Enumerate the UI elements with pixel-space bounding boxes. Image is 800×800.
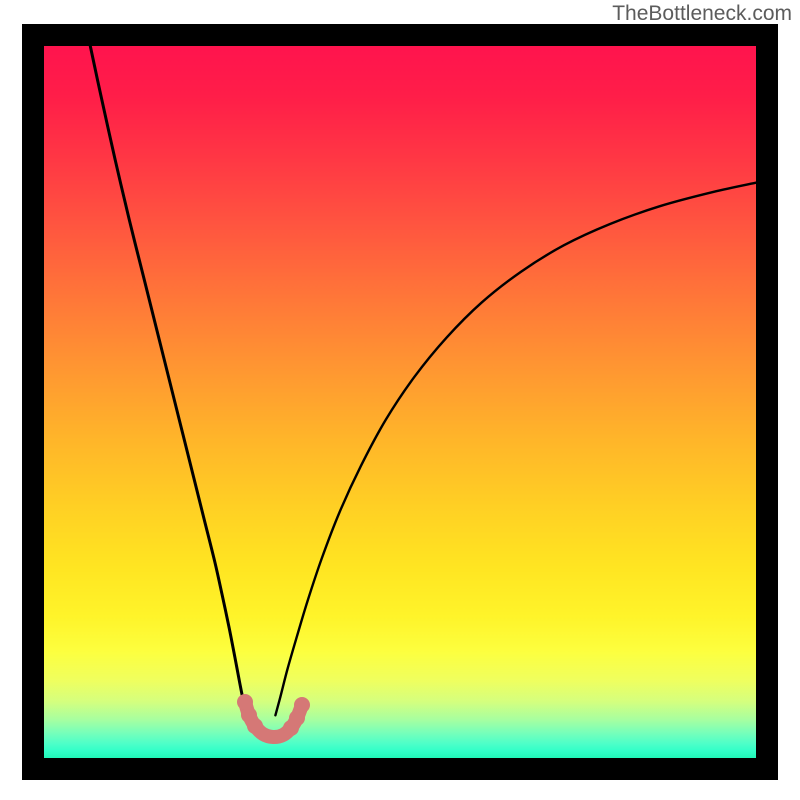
dip-marker-dot <box>294 697 310 713</box>
chart-container: TheBottleneck.com <box>0 0 800 800</box>
watermark-text: TheBottleneck.com <box>612 2 792 26</box>
dip-marker-dot <box>247 718 263 734</box>
bottleneck-curve-chart <box>0 0 800 800</box>
curve-right <box>275 183 756 716</box>
curve-left <box>90 46 247 715</box>
